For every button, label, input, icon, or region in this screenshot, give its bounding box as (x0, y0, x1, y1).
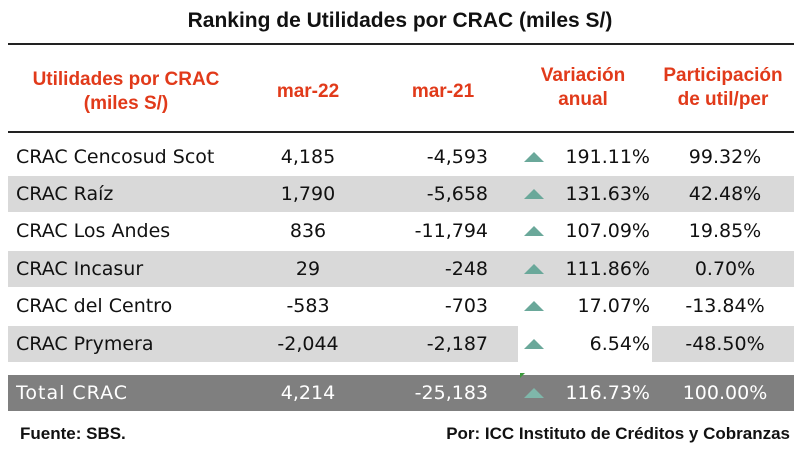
crac-name: CRAC del Centro (16, 295, 173, 317)
value-mar22: 29 (295, 258, 321, 280)
up-triangle-icon (516, 375, 552, 411)
title-divider (8, 43, 794, 45)
total-variacion: 116.73% (565, 382, 650, 404)
crac-name: CRAC Los Andes (16, 220, 171, 242)
total-row: Total CRAC 4,214 -25,183 116.73% 100.00% (8, 373, 794, 411)
value-mar21: -4,593 (426, 146, 488, 168)
up-triangle-icon (516, 251, 552, 287)
header-variacion-line2: anual (558, 89, 608, 110)
total-participacion: 100.00% (682, 382, 768, 404)
up-triangle-icon (516, 213, 552, 249)
table-row: CRAC Los Andes 836 -11,794 107.09% 19.85… (8, 213, 794, 249)
total-name: Total CRAC (16, 382, 129, 404)
header-participacion: Participación de util/per (650, 64, 796, 112)
header-name: Utilidades por CRAC (miles S/) (8, 68, 244, 116)
value-participacion: -48.50% (685, 333, 765, 355)
up-triangle-icon (516, 139, 552, 175)
total-mar21: -25,183 (414, 382, 488, 404)
crac-name: CRAC Prymera (16, 333, 154, 355)
value-variacion: 6.54% (589, 333, 650, 355)
header-mar22: mar-22 (276, 81, 340, 102)
header-divider (8, 131, 794, 133)
value-participacion: 0.70% (694, 258, 756, 280)
crac-name: CRAC Incasur (16, 258, 144, 280)
up-triangle-icon (516, 176, 552, 212)
header-variacion: Variación anual (518, 64, 648, 112)
header-name-line2: (miles S/) (83, 93, 169, 114)
value-mar22: 1,790 (280, 183, 336, 205)
table-title: Ranking de Utilidades por CRAC (miles S/… (187, 9, 613, 32)
crac-name: CRAC Raíz (16, 183, 114, 205)
value-mar22: 4,185 (280, 146, 336, 168)
value-variacion: 107.09% (565, 220, 650, 242)
value-participacion: -13.84% (685, 295, 765, 317)
value-variacion: 131.63% (565, 183, 650, 205)
value-mar21: -5,658 (426, 183, 488, 205)
value-mar22: -2,044 (277, 333, 339, 355)
table-row: CRAC del Centro -583 -703 17.07% -13.84% (8, 288, 794, 324)
value-mar22: 836 (289, 220, 327, 242)
up-triangle-icon (516, 288, 552, 324)
table-row: CRAC Raíz 1,790 -5,658 131.63% 42.48% (8, 176, 794, 212)
source-note: Fuente: SBS. (20, 424, 126, 443)
total-mar22: 4,214 (280, 382, 336, 404)
value-mar21: -703 (444, 295, 488, 317)
table-row: CRAC Cencosud Scot 4,185 -4,593 191.11% … (8, 139, 794, 175)
value-variacion: 191.11% (565, 146, 650, 168)
header-name-line1: Utilidades por CRAC (32, 69, 220, 90)
value-participacion: 42.48% (688, 183, 762, 205)
header-participacion-line2: de util/per (677, 89, 769, 110)
value-variacion: 17.07% (577, 295, 650, 317)
table-row: CRAC Incasur 29 -248 111.86% 0.70% (8, 251, 794, 287)
cell-comment-marker (520, 373, 525, 378)
value-mar21: -248 (444, 258, 488, 280)
author-note: Por: ICC Instituto de Créditos y Cobranz… (446, 424, 790, 443)
value-mar22: -583 (286, 295, 330, 317)
value-mar21: -2,187 (426, 333, 488, 355)
crac-name: CRAC Cencosud Scot (16, 146, 215, 168)
table-row: CRAC Prymera -2,044 -2,187 6.54% -48.50% (8, 326, 794, 362)
value-mar21: -11,794 (414, 220, 488, 242)
value-variacion: 111.86% (565, 258, 650, 280)
up-triangle-icon (516, 326, 552, 362)
header-variacion-line1: Variación (540, 65, 626, 86)
header-participacion-line1: Participación (663, 65, 783, 86)
value-participacion: 99.32% (688, 146, 762, 168)
header-mar21: mar-21 (411, 81, 475, 102)
value-participacion: 19.85% (688, 220, 762, 242)
